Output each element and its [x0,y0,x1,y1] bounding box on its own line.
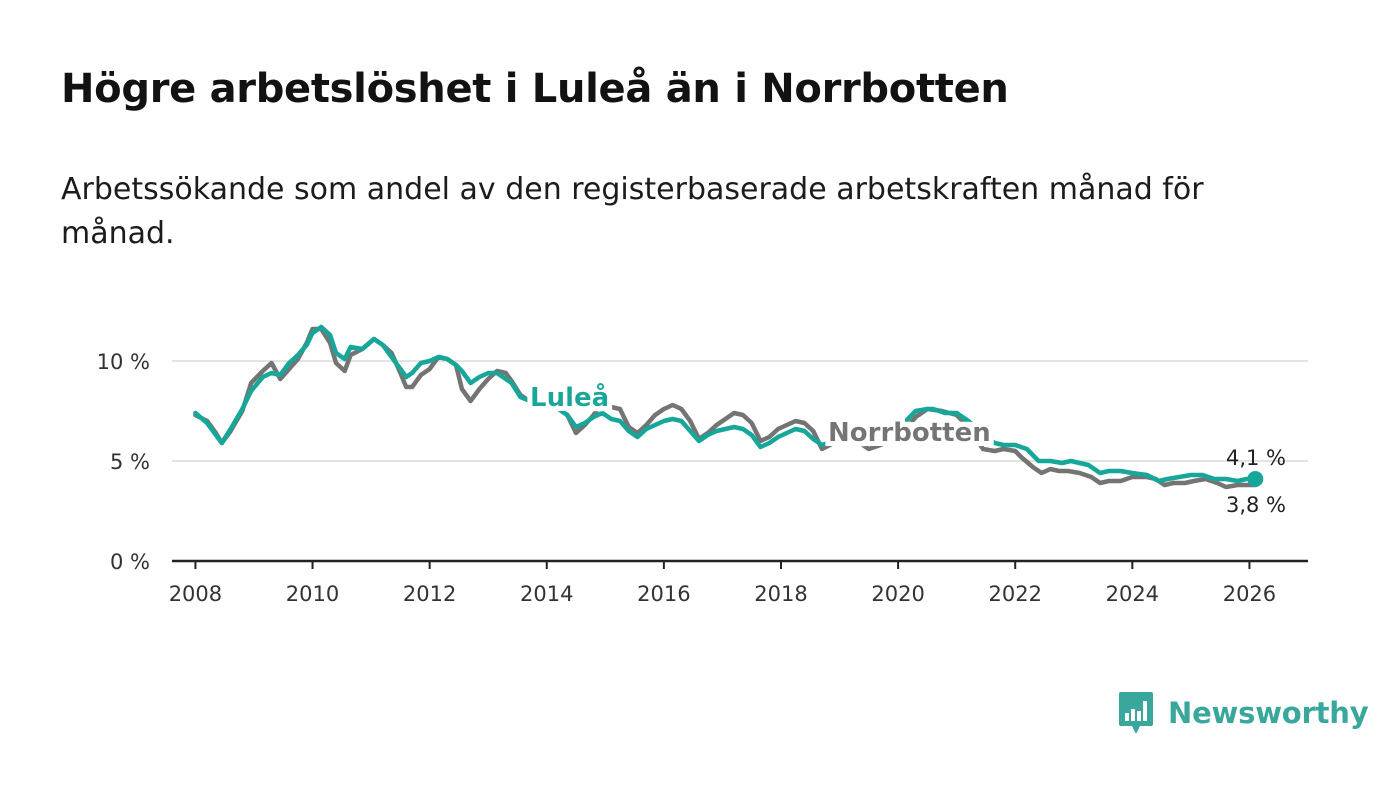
end-label-lulea: 4,1 % [1226,446,1286,470]
y-tick-label: 0 % [110,550,150,574]
chart-title: Högre arbetslöshet i Luleå än i Norrbott… [61,66,1009,112]
end-label-norrbotten: 3,8 % [1226,493,1286,517]
x-tick-label: 2014 [520,582,573,606]
x-tick-label: 2024 [1106,582,1159,606]
series-labels: Luleå Norrbotten 4,1 % 3,8 % [530,381,1286,517]
brand-logo[interactable]: Newsworthy [1118,690,1369,736]
y-axis: 0 % 5 % 10 % [97,350,150,574]
x-tick-label: 2010 [286,582,339,606]
chart-subtitle: Arbetssökande som andel av den registerb… [61,172,1204,251]
series-line-norrbotten [193,326,1258,490]
x-tick-label: 2026 [1223,582,1276,606]
x-tick-label: 2020 [871,582,924,606]
x-tick-label: 2018 [754,582,807,606]
series-line-lulea [193,324,1258,484]
series-lines [193,324,1258,490]
y-tick-label: 10 % [97,350,150,374]
x-tick-label: 2008 [169,582,222,606]
gridlines [172,360,1308,462]
x-tick-label: 2016 [637,582,690,606]
x-axis: 2008 2010 2012 2014 2016 2018 2020 2022 2024 2026 [169,559,1308,606]
end-point-marker-lulea [1247,471,1264,487]
bar-chart-speech-bubble-icon [1119,692,1153,734]
series-label-lulea: Luleå [530,381,609,413]
x-tick-label: 2022 [988,582,1041,606]
x-tick-label: 2012 [403,582,456,606]
y-tick-label: 5 % [110,450,150,474]
brand-name: Newsworthy [1168,696,1369,730]
series-label-norrbotten: Norrbotten [828,418,991,448]
